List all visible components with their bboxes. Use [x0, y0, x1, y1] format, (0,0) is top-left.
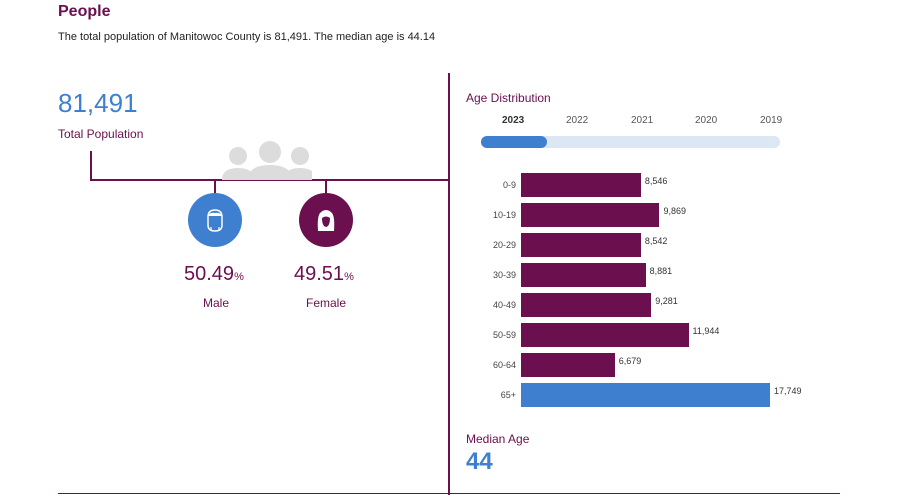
bar-category-label: 10-19 — [492, 210, 516, 220]
connector-line — [325, 179, 327, 193]
page-title: People — [58, 3, 111, 20]
bar-category-label: 60-64 — [492, 360, 516, 370]
bar-category-label: 0-9 — [502, 180, 516, 190]
connector-line — [214, 179, 216, 193]
bar-category-label: 20-29 — [492, 240, 516, 250]
total-population-label: Total Population — [58, 127, 144, 141]
female-label: Female — [306, 296, 347, 310]
people-group-icon — [220, 140, 316, 185]
bar-category-label: 50-59 — [492, 330, 516, 340]
age-bar[interactable] — [521, 383, 770, 407]
vertical-divider — [448, 73, 450, 495]
bar-value-label: 8,546 — [644, 176, 668, 186]
bar-category-label: 40-49 — [492, 300, 516, 310]
age-bar[interactable] — [521, 323, 689, 347]
female-percentage: 49.51% — [294, 263, 354, 285]
age-bar[interactable] — [521, 233, 641, 257]
bar-category-label: 30-39 — [492, 270, 516, 280]
year-tab-2023[interactable]: 2023 — [502, 115, 525, 126]
age-bar[interactable] — [521, 263, 646, 287]
bar-category-label: 65+ — [500, 390, 516, 400]
bar-value-label: 9,869 — [663, 206, 686, 216]
bar-value-label: 6,679 — [618, 356, 642, 366]
bar-value-label: 17,749 — [774, 386, 802, 396]
bottom-divider — [58, 493, 840, 494]
bar-value-label: 8,542 — [644, 236, 668, 246]
year-tab-2019[interactable]: 2019 — [760, 115, 783, 126]
median-age-label: Median Age — [466, 432, 530, 446]
male-percentage: 50.49% — [184, 263, 244, 285]
age-bar[interactable] — [521, 203, 660, 227]
male-face-icon — [188, 193, 242, 247]
total-population-value: 81,491 — [58, 88, 138, 118]
connector-line — [90, 151, 92, 181]
connector-line — [90, 179, 448, 181]
age-distribution-title: Age Distribution — [466, 91, 551, 105]
median-age-value: 44 — [466, 448, 493, 475]
year-tab-2020[interactable]: 2020 — [695, 115, 718, 126]
age-bar[interactable] — [521, 353, 615, 377]
bar-value-label: 8,881 — [649, 266, 673, 276]
year-tab-2022[interactable]: 2022 — [566, 115, 589, 126]
page-subtitle: The total population of Manitowoc County… — [58, 31, 436, 43]
year-slider[interactable] — [481, 136, 780, 148]
age-bar[interactable] — [521, 293, 652, 317]
age-bar[interactable] — [521, 173, 641, 197]
year-selector: 2023 2022 2021 2020 2019 — [482, 115, 802, 129]
year-tab-2021[interactable]: 2021 — [631, 115, 654, 126]
year-slider-fill[interactable] — [481, 136, 547, 148]
bar-value-label: 9,281 — [655, 296, 678, 306]
male-label: Male — [203, 296, 230, 310]
female-face-icon — [299, 193, 353, 247]
bar-value-label: 11,944 — [692, 326, 720, 336]
